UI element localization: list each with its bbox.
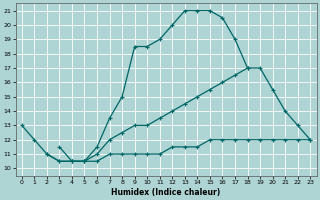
X-axis label: Humidex (Indice chaleur): Humidex (Indice chaleur) <box>111 188 221 197</box>
